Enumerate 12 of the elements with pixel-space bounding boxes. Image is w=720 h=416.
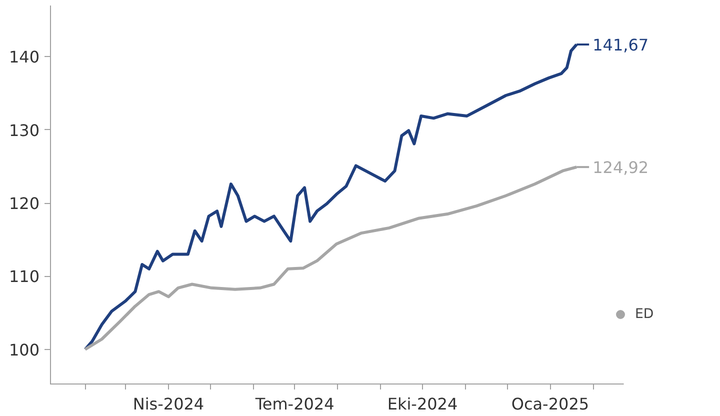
annotation: 124,92 — [592, 158, 649, 178]
y-tick-label: 130 — [8, 120, 40, 140]
y-tick-label: 100 — [8, 340, 40, 360]
y-tick-label: 140 — [8, 48, 40, 67]
x-tick-label: Tem-2024 — [254, 394, 334, 414]
annotation: 141,67 — [592, 35, 649, 54]
x-tick-label: Oca-2025 — [511, 394, 590, 414]
y-tick-label: 120 — [8, 194, 40, 214]
y-tick-label: 110 — [8, 267, 40, 286]
x-tick-label: Nis-2024 — [132, 394, 204, 414]
x-tick-label: Eki-2024 — [387, 394, 458, 414]
legend-label: ED — [635, 306, 655, 322]
